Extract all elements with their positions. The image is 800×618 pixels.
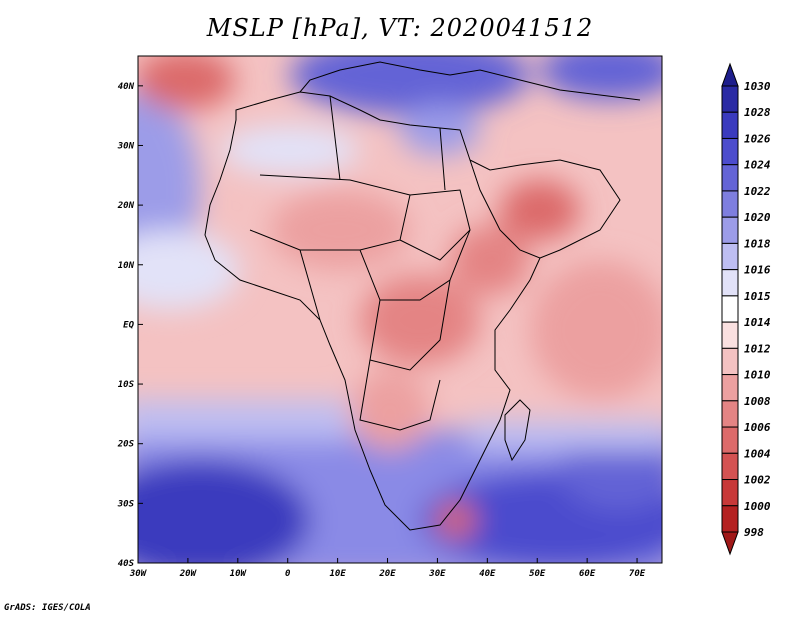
colorbar-label: 1012 (744, 342, 771, 355)
lat-tick-label: EQ (123, 320, 134, 330)
lon-tick-label: 40E (479, 569, 496, 579)
coastlines (204, 61, 641, 531)
colorbar: 1030 1028 1026 1024 1022 1020 1018 1016 1015 1014… (721, 62, 771, 556)
lon-tick-label: 30E (428, 569, 446, 579)
colorbar-label: 1008 (744, 395, 771, 408)
colorbar-label: 1028 (744, 106, 771, 119)
latitude-axis: 40N 30N 20N 10N EQ 10S 20S 30S 40S (117, 82, 143, 569)
colorbar-segment (721, 479, 739, 507)
colorbar-segment (721, 164, 739, 192)
lat-tick-label: 20S (117, 440, 135, 450)
colorbar-label: 1022 (744, 185, 771, 198)
credit-text: GrADS: IGES/COLA (4, 603, 91, 613)
colorbar-segment (721, 505, 739, 533)
map-title: MSLP [hPa], VT: 2020041512 (206, 14, 594, 42)
colorbar-segment (721, 242, 739, 271)
colorbar-top-arrow (721, 62, 739, 87)
lon-tick-label: 30W (129, 569, 148, 579)
lon-tick-label: 10E (329, 569, 346, 579)
lon-tick-label: 20E (378, 569, 396, 579)
colorbar-label: 1004 (744, 447, 771, 460)
colorbar-label: 1024 (744, 159, 771, 172)
colorbar-label: 1000 (744, 500, 771, 513)
colorbar-label: 1015 (744, 290, 771, 303)
lon-tick-label: 10W (230, 569, 248, 579)
plot-frame (137, 55, 663, 564)
colorbar-segment (721, 85, 739, 113)
colorbar-segment (721, 216, 739, 244)
lat-tick-label: 10N (118, 261, 135, 271)
colorbar-label: 998 (744, 526, 764, 539)
colorbar-label: 1026 (744, 132, 771, 145)
lon-tick-label: 60E (579, 569, 596, 579)
colorbar-label: 1020 (744, 211, 771, 224)
lon-tick-label: 70E (629, 569, 646, 579)
lat-tick-label: 10S (118, 380, 135, 390)
colorbar-segment (721, 426, 739, 454)
colorbar-segment (721, 347, 739, 376)
longitude-axis: 30W 20W 10W 0 10E 20E 30E 40E 50E 60E 70E (129, 558, 646, 579)
lat-tick-label: 40N (118, 82, 135, 92)
colorbar-segment (721, 400, 739, 428)
lat-tick-label: 30N (117, 141, 135, 151)
colorbar-segment (721, 190, 739, 218)
colorbar-label: 1002 (744, 474, 771, 487)
lon-tick-label: 0 (285, 569, 291, 579)
lon-tick-label: 50E (529, 569, 546, 579)
colorbar-segment (721, 321, 739, 349)
colorbar-label: 1010 (744, 369, 771, 382)
colorbar-segment (721, 295, 739, 323)
colorbar-bottom-arrow (721, 531, 739, 556)
lat-tick-label: 40S (118, 559, 135, 569)
lon-tick-label: 20W (179, 569, 198, 579)
pressure-field (138, 56, 662, 563)
colorbar-segment (721, 452, 739, 481)
lat-tick-label: 30S (117, 499, 135, 509)
colorbar-label: 1018 (744, 237, 771, 250)
colorbar-label: 1014 (744, 316, 771, 329)
colorbar-segment (721, 137, 739, 166)
colorbar-label: 1016 (744, 264, 771, 277)
colorbar-label: 1006 (744, 421, 771, 434)
colorbar-segment (721, 269, 739, 297)
colorbar-segment (721, 111, 739, 139)
colorbar-segment (721, 374, 739, 402)
lat-tick-label: 20N (117, 201, 135, 211)
colorbar-label: 1030 (744, 80, 771, 93)
